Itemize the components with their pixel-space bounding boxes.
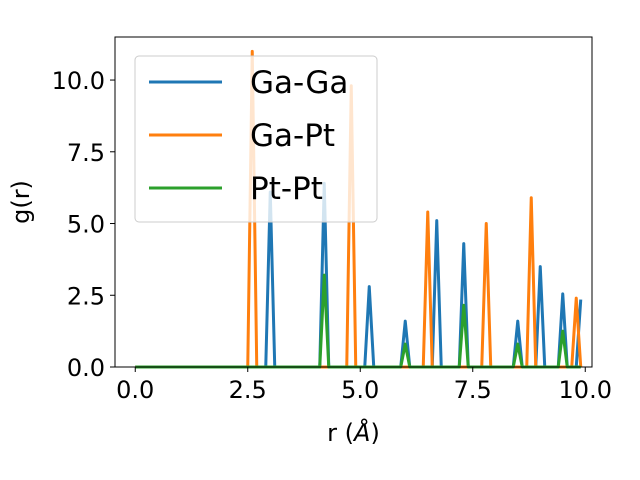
legend: Ga-Ga Ga-Pt Pt-Pt bbox=[134, 55, 378, 223]
x-axis-label: r (Å) bbox=[327, 418, 380, 447]
y-tick-label: 2.5 bbox=[67, 282, 105, 310]
legend-label-ga-ga: Ga-Ga bbox=[250, 65, 348, 101]
y-tick-label: 0.0 bbox=[67, 354, 105, 382]
x-tick-label: 2.5 bbox=[229, 376, 267, 404]
x-tick-label: 5.0 bbox=[341, 376, 379, 404]
x-axis-label-close: ) bbox=[370, 419, 379, 447]
x-axis-label-symbol: Å bbox=[352, 418, 370, 447]
x-tick-label: 10.0 bbox=[559, 376, 612, 404]
y-axis: 0.0 2.5 5.0 7.5 10.0 bbox=[52, 67, 115, 382]
y-tick-label: 7.5 bbox=[67, 139, 105, 167]
y-axis-label: g(r) bbox=[7, 180, 35, 224]
legend-box bbox=[134, 55, 378, 223]
plot-frame bbox=[114, 36, 593, 368]
x-tick-label: 0.0 bbox=[116, 376, 154, 404]
x-tick-label: 7.5 bbox=[454, 376, 492, 404]
y-tick-label: 5.0 bbox=[67, 211, 105, 239]
y-tick-label: 10.0 bbox=[52, 67, 105, 95]
legend-label-ga-pt: Ga-Pt bbox=[250, 118, 335, 154]
x-axis: 0.0 2.5 5.0 7.5 10.0 bbox=[116, 367, 612, 404]
legend-label-pt-pt: Pt-Pt bbox=[250, 171, 323, 207]
x-axis-label-text: r ( bbox=[327, 419, 354, 447]
